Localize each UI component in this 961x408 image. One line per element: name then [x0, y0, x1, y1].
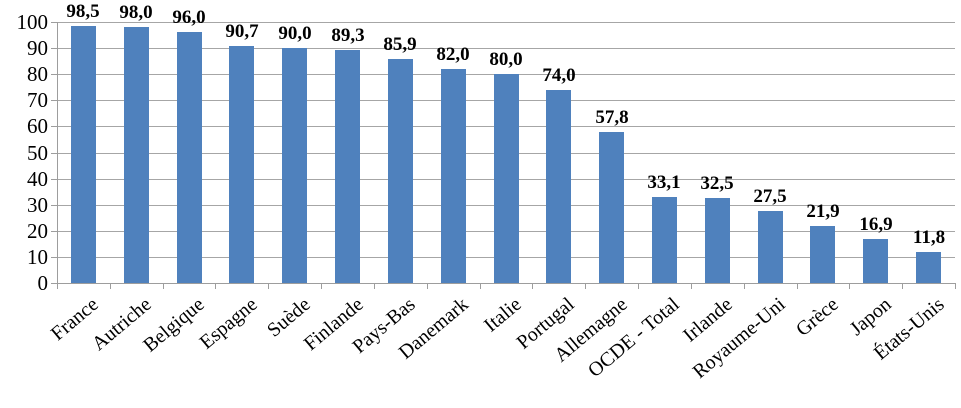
x-axis-tick [57, 283, 58, 289]
x-category-label: OCDE - Total [584, 293, 684, 382]
bar-value-label: 32,5 [700, 173, 734, 194]
bar [229, 46, 254, 283]
x-axis-tick [638, 283, 639, 289]
bar [863, 239, 888, 283]
x-axis-tick [215, 283, 216, 289]
bar-value-label: 11,8 [912, 227, 946, 248]
x-axis-tick [268, 283, 269, 289]
bar-value-label: 33,1 [647, 172, 681, 193]
bar-value-label: 89,3 [331, 25, 365, 46]
y-axis-label: 50 [27, 141, 48, 165]
bar-value-label: 90,7 [225, 21, 259, 42]
x-axis-tick [955, 283, 956, 289]
x-axis-tick [480, 283, 481, 289]
x-axis-tick [163, 283, 164, 289]
x-axis-tick [321, 283, 322, 289]
bar-value-label: 16,9 [859, 214, 893, 235]
y-axis-label: 80 [27, 62, 48, 86]
y-axis-label: 70 [27, 88, 48, 112]
x-axis-tick [849, 283, 850, 289]
bar [599, 132, 624, 283]
x-axis-tick [585, 283, 586, 289]
bar [124, 27, 149, 283]
y-axis-tick [51, 179, 57, 180]
y-axis-tick [51, 48, 57, 49]
bar-value-label: 74,0 [542, 65, 576, 86]
y-axis-tick [51, 126, 57, 127]
x-axis-tick [110, 283, 111, 289]
bar [494, 74, 519, 283]
y-gridline [57, 48, 955, 49]
bar-value-label: 98,0 [119, 2, 153, 23]
y-axis-tick [51, 205, 57, 206]
y-axis-tick [51, 74, 57, 75]
y-axis-tick [51, 257, 57, 258]
y-axis-label: 100 [16, 10, 49, 34]
x-axis-tick [427, 283, 428, 289]
y-axis-label: 20 [27, 219, 48, 243]
bar [705, 198, 730, 283]
x-axis-tick [902, 283, 903, 289]
y-axis-tick [51, 231, 57, 232]
y-axis-tick [51, 283, 57, 284]
y-axis-label: 60 [27, 114, 48, 138]
y-axis-label: 10 [27, 245, 48, 269]
x-category-label: Royaume-Uni [688, 293, 790, 383]
x-axis-tick [532, 283, 533, 289]
y-axis-label: 40 [27, 167, 48, 191]
bar [388, 59, 413, 283]
x-category-label: Grèce [791, 293, 843, 341]
bar [652, 197, 677, 283]
y-axis-line [57, 22, 58, 289]
y-axis-tick [51, 153, 57, 154]
bar-value-label: 85,9 [383, 34, 417, 55]
y-axis-label: 90 [27, 36, 48, 60]
bar [441, 69, 466, 283]
y-gridline [57, 22, 955, 23]
x-axis-tick [797, 283, 798, 289]
y-axis-label: 0 [37, 271, 49, 295]
x-category-label: Espagne [195, 293, 262, 354]
bar-value-label: 21,9 [806, 201, 840, 222]
bar-value-label: 96,0 [172, 7, 206, 28]
x-axis-tick [691, 283, 692, 289]
bar [177, 32, 202, 283]
bar [546, 90, 571, 283]
bar [71, 26, 96, 283]
x-axis-baseline [57, 283, 955, 284]
bar-value-label: 57,8 [595, 107, 629, 128]
bar-value-label: 27,5 [753, 186, 787, 207]
y-axis-tick [51, 22, 57, 23]
bar [335, 50, 360, 283]
bar [916, 252, 941, 283]
bar-value-label: 82,0 [436, 44, 470, 65]
bar-value-label: 80,0 [489, 49, 523, 70]
y-axis-tick [51, 100, 57, 101]
bar [758, 211, 783, 283]
y-axis-label: 30 [27, 193, 48, 217]
bar-value-label: 98,5 [66, 1, 100, 22]
bar-value-label: 90,0 [278, 23, 312, 44]
x-axis-tick [744, 283, 745, 289]
bar [282, 48, 307, 283]
x-axis-tick [374, 283, 375, 289]
bar [810, 226, 835, 283]
